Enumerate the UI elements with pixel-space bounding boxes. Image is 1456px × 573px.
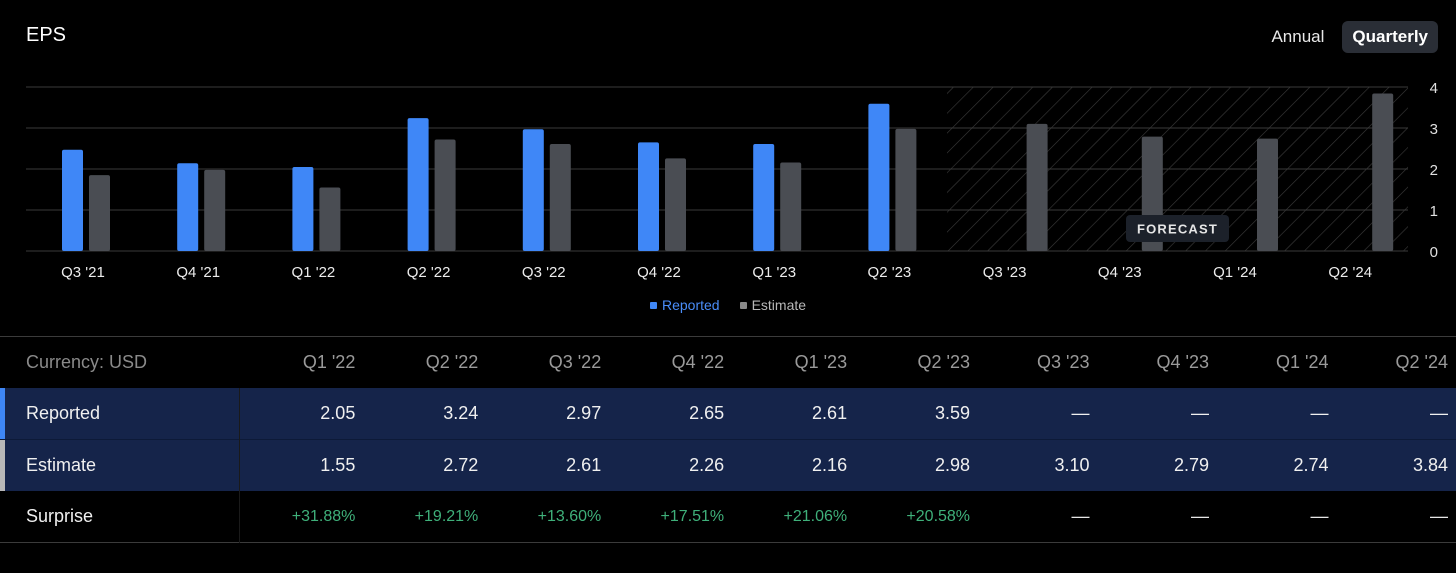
- annual-button[interactable]: Annual: [1271, 27, 1325, 46]
- legend-label-reported: Reported: [661, 297, 720, 313]
- table-cell: 3.24: [443, 403, 479, 423]
- table-cell: +31.88%: [291, 507, 356, 525]
- table-cell: 2.97: [566, 403, 602, 423]
- y-tick-label: 4: [1430, 80, 1438, 97]
- table-cell: —: [1430, 506, 1448, 526]
- eps-bar-chart: 0 1 2 3 4 Q3 '21 Q4 '21 Q1 '22 Q2 '22 Q3 '22 Q4 '…: [26, 80, 1438, 281]
- table-cell: 2.74: [1293, 455, 1329, 475]
- bar-estimate[interactable]: [434, 139, 456, 251]
- bar-estimate[interactable]: [1257, 138, 1278, 251]
- legend-item-estimate[interactable]: Estimate: [739, 297, 807, 313]
- table-cell: —: [1071, 506, 1090, 526]
- table-cell: —: [1191, 403, 1209, 423]
- table-cell: —: [1430, 403, 1448, 423]
- estimate-swatch: [739, 301, 747, 309]
- table-cell: —: [1191, 506, 1209, 526]
- x-tick-label: Q1 '22: [292, 264, 336, 281]
- bar-estimate[interactable]: [549, 143, 571, 251]
- y-tick-label: 1: [1430, 203, 1438, 220]
- bar-reported[interactable]: [62, 149, 83, 251]
- bar-reported[interactable]: [292, 166, 314, 251]
- bar-reported[interactable]: [177, 163, 199, 251]
- x-tick-label: Q2 '24: [1328, 264, 1372, 281]
- legend-label-estimate: Estimate: [751, 297, 807, 313]
- bar-estimate[interactable]: [204, 169, 226, 251]
- bar-reported[interactable]: [753, 143, 775, 251]
- bar-estimate[interactable]: [780, 162, 802, 251]
- period-toggle: Annual Quarterly: [1261, 21, 1438, 53]
- row-label: Estimate: [0, 439, 241, 491]
- table-cell: 3.84: [1412, 455, 1448, 475]
- table-cell: +20.58%: [906, 507, 971, 525]
- column-header: Q1 '24: [1276, 352, 1329, 372]
- table-row-reported[interactable]: Reported 2.05 3.24 2.97 2.65 2.61 3.59 —…: [0, 388, 1456, 440]
- bar-reported[interactable]: [868, 103, 890, 251]
- reported-swatch: [649, 301, 657, 309]
- bar-estimate[interactable]: [319, 187, 341, 251]
- x-tick-label: Q4 '22: [637, 264, 681, 281]
- legend-item-reported[interactable]: Reported: [649, 297, 720, 313]
- quarterly-button[interactable]: Quarterly: [1342, 21, 1438, 53]
- y-tick-label: 3: [1430, 121, 1438, 138]
- column-header: Q1 '23: [794, 352, 848, 372]
- table-cell: 2.26: [689, 455, 725, 475]
- table-cell: —: [1310, 403, 1329, 423]
- table-cell: 2.72: [443, 455, 479, 475]
- bar-estimate[interactable]: [89, 175, 110, 251]
- x-tick-label: Q2 '23: [868, 264, 912, 281]
- table-cell: 1.55: [320, 455, 356, 475]
- table-cell: —: [1310, 506, 1329, 526]
- column-header: Q3 '23: [1037, 352, 1090, 372]
- table-cell: —: [1071, 403, 1090, 423]
- bar-estimate[interactable]: [1372, 93, 1394, 251]
- table-header-row: Currency: USD Q1 '22 Q2 '22 Q3 '22 Q4 '2…: [0, 336, 1456, 389]
- column-header: Q2 '24: [1395, 352, 1448, 372]
- table-cell: 2.65: [689, 403, 725, 423]
- table-cell: 2.16: [812, 455, 848, 475]
- column-header: Q2 '22: [425, 352, 479, 372]
- forecast-label: FORECAST: [1137, 222, 1218, 237]
- bar-reported[interactable]: [522, 129, 544, 251]
- y-tick-label: 2: [1430, 162, 1438, 179]
- table-cell: 2.98: [934, 455, 971, 475]
- eps-table: Currency: USD Q1 '22 Q2 '22 Q3 '22 Q4 '2…: [0, 336, 1456, 543]
- column-header: Q4 '23: [1156, 352, 1209, 372]
- table-cell: 2.61: [566, 455, 602, 475]
- table-cell: +19.21%: [414, 507, 479, 525]
- x-tick-label: Q1 '24: [1213, 264, 1257, 281]
- table-cell: 3.59: [934, 403, 971, 423]
- table-cell: +13.60%: [537, 507, 602, 525]
- table-cell: 2.61: [812, 403, 848, 423]
- table-cell: 3.10: [1054, 455, 1090, 475]
- column-header: Q3 '22: [548, 352, 602, 372]
- x-tick-label: Q3 '21: [61, 264, 105, 281]
- x-tick-label: Q4 '21: [176, 264, 220, 281]
- column-header: Q4 '22: [671, 352, 725, 372]
- table-cell: +17.51%: [660, 507, 725, 525]
- table-cell: 2.05: [320, 403, 356, 423]
- page-title: EPS: [26, 24, 67, 46]
- row-label: Reported: [0, 388, 241, 440]
- forecast-badge: [1126, 215, 1229, 242]
- table-row-surprise[interactable]: Surprise +31.88% +19.21% +13.60% +17.51%…: [0, 491, 1456, 543]
- x-tick-label: Q1 '23: [752, 264, 796, 281]
- table-row-estimate[interactable]: Estimate 1.55 2.72 2.61 2.26 2.16 2.98 3…: [0, 439, 1456, 491]
- chart-legend: Reported Estimate: [0, 297, 1456, 313]
- x-tick-label: Q3 '22: [522, 264, 566, 281]
- bar-reported[interactable]: [638, 142, 659, 251]
- bar-estimate[interactable]: [895, 128, 917, 251]
- bar-estimate[interactable]: [1026, 123, 1048, 251]
- bar-reported[interactable]: [407, 118, 429, 251]
- column-header: Q2 '23: [917, 352, 971, 372]
- row-label: Surprise: [0, 491, 241, 543]
- column-header: Q1 '22: [302, 352, 356, 372]
- x-tick-label: Q3 '23: [983, 264, 1027, 281]
- bar-estimate[interactable]: [665, 158, 686, 251]
- table-cell: +21.06%: [783, 507, 848, 525]
- x-tick-label: Q4 '23: [1098, 264, 1142, 281]
- y-tick-label: 0: [1430, 244, 1438, 261]
- currency-label: Currency: USD: [26, 352, 148, 372]
- x-tick-label: Q2 '22: [407, 264, 451, 281]
- table-cell: 2.79: [1173, 455, 1209, 475]
